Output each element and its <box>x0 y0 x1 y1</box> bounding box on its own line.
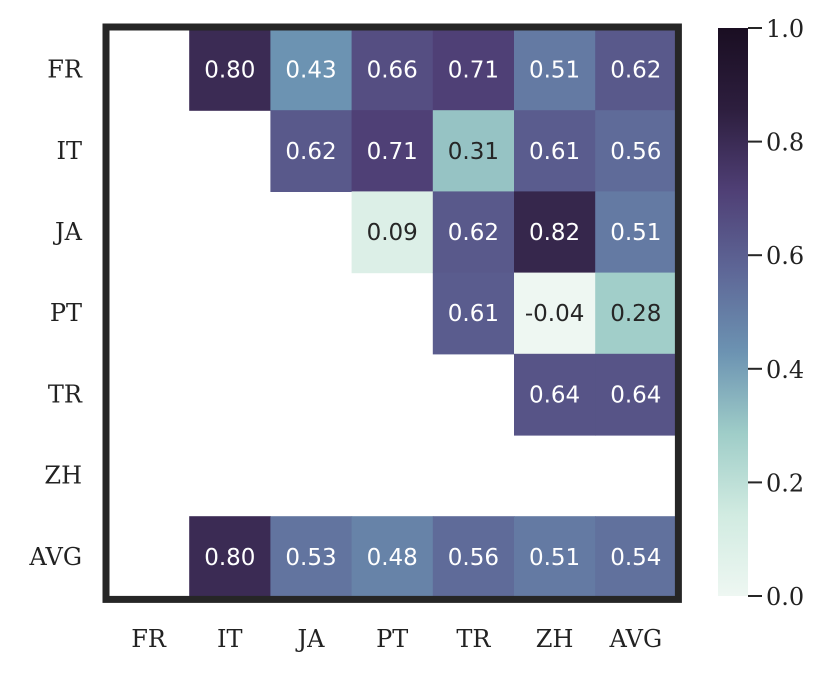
cell-fr-pt-label: 0.66 <box>367 58 418 84</box>
cell-fr-avg <box>595 29 677 111</box>
row-label-avg: AVG <box>28 543 82 571</box>
cell-fr-it-label: 0.80 <box>204 58 255 84</box>
cell-ja-tr <box>432 191 515 274</box>
cell-pt-tr <box>432 272 515 355</box>
cell-avg-tr-label: 0.56 <box>448 545 499 571</box>
cell-fr-ja <box>270 29 353 111</box>
cell-tr-avg <box>595 353 677 436</box>
cell-it-tr-label: 0.31 <box>448 139 499 165</box>
cell-ja-pt <box>351 191 434 274</box>
col-label-it: IT <box>217 625 243 653</box>
cell-fr-it <box>189 29 271 111</box>
cell-avg-pt <box>351 516 434 598</box>
cell-ja-zh <box>514 191 596 274</box>
cell-ja-zh-label: 0.82 <box>529 220 580 246</box>
cell-fr-tr <box>432 29 515 111</box>
row-label-pt: PT <box>50 299 82 327</box>
cell-it-avg-label: 0.56 <box>610 139 661 165</box>
cell-it-ja <box>270 110 353 192</box>
cell-fr-zh-label: 0.51 <box>529 58 580 84</box>
cell-avg-ja-label: 0.53 <box>285 545 336 571</box>
row-label-fr: FR <box>47 56 83 84</box>
cell-it-pt-label: 0.71 <box>367 139 418 165</box>
cell-avg-ja <box>270 516 353 598</box>
cell-pt-avg-label: 0.28 <box>610 301 661 327</box>
cell-fr-avg-label: 0.62 <box>610 58 661 84</box>
row-label-zh: ZH <box>44 462 82 490</box>
heatmap-cells: 0.80 0.43 0.66 0.71 0.51 0.62 0.62 0.71 0.31 0.61… <box>189 29 677 598</box>
cell-fr-zh <box>514 29 596 111</box>
cell-pt-tr-label: 0.61 <box>448 301 499 327</box>
row-label-it: IT <box>57 137 83 165</box>
col-label-avg: AVG <box>608 625 662 653</box>
cell-avg-tr <box>432 516 515 598</box>
col-label-zh: ZH <box>536 625 574 653</box>
cell-pt-zh <box>514 272 596 355</box>
cell-it-pt <box>351 110 434 192</box>
colorbar-tick-label-0: 0.0 <box>766 583 804 611</box>
cell-ja-avg-label: 0.51 <box>610 220 661 246</box>
heatmap-frame <box>102 23 682 603</box>
col-label-fr: FR <box>131 625 167 653</box>
x-axis-tick-labels: FR IT JA PT TR ZH AVG <box>131 625 662 653</box>
cell-tr-zh <box>514 353 596 436</box>
cell-avg-zh <box>514 516 596 598</box>
cell-it-zh <box>514 110 596 192</box>
colorbar-tick-label-3: 0.6 <box>766 242 804 270</box>
cell-avg-it <box>189 516 271 598</box>
colorbar-tick-label-5: 1.0 <box>766 15 804 43</box>
cell-it-tr <box>432 110 515 192</box>
col-label-ja: JA <box>295 625 326 653</box>
cell-it-avg <box>595 110 677 192</box>
cell-it-zh-label: 0.61 <box>529 139 580 165</box>
cell-ja-tr-label: 0.62 <box>448 220 499 246</box>
row-label-tr: TR <box>48 380 83 408</box>
cell-tr-avg-label: 0.64 <box>610 382 661 408</box>
colorbar-tick-label-1: 0.2 <box>766 469 804 497</box>
cell-avg-pt-label: 0.48 <box>367 545 418 571</box>
colorbar-tick-label-4: 0.8 <box>766 129 804 157</box>
cell-fr-pt <box>351 29 434 111</box>
colorbar-tick-label-2: 0.4 <box>766 356 804 384</box>
colorbar: 0.0 0.2 0.4 0.6 0.8 1.0 <box>718 15 804 611</box>
row-label-ja: JA <box>52 218 83 246</box>
cell-ja-pt-label: 0.09 <box>367 220 418 246</box>
cell-avg-zh-label: 0.51 <box>529 545 580 571</box>
colorbar-gradient <box>718 28 748 596</box>
cell-pt-avg <box>595 272 677 355</box>
cell-fr-tr-label: 0.71 <box>448 58 499 84</box>
colorbar-ticks: 0.0 0.2 0.4 0.6 0.8 1.0 <box>748 15 804 611</box>
y-axis-tick-labels: FR IT JA PT TR ZH AVG <box>28 56 83 571</box>
cell-avg-avg <box>595 516 677 598</box>
cell-it-ja-label: 0.62 <box>285 139 336 165</box>
cell-fr-ja-label: 0.43 <box>285 58 336 84</box>
cell-tr-zh-label: 0.64 <box>529 382 580 408</box>
cell-avg-avg-label: 0.54 <box>610 545 661 571</box>
cell-avg-it-label: 0.80 <box>204 545 255 571</box>
col-label-pt: PT <box>376 625 408 653</box>
cell-ja-avg <box>595 191 677 274</box>
cell-pt-zh-label: -0.04 <box>525 301 585 327</box>
col-label-tr: TR <box>456 625 491 653</box>
